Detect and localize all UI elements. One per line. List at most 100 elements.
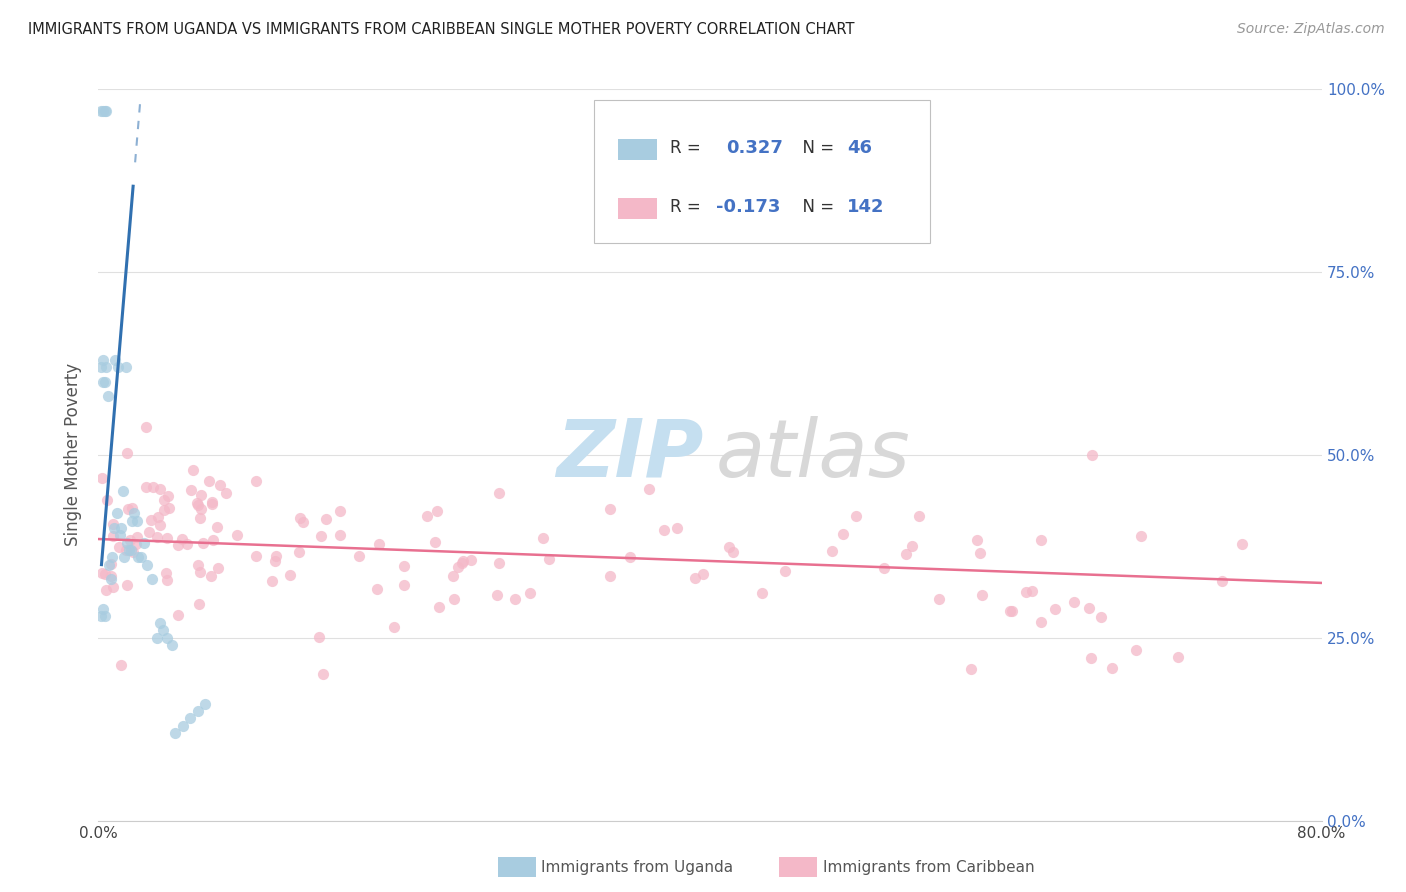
FancyBboxPatch shape — [619, 139, 658, 161]
Point — [108, 528, 131, 542]
Point — [104, 352, 127, 367]
Point — [425, 504, 447, 518]
Point — [717, 540, 740, 554]
Point — [1077, 601, 1099, 615]
Point — [894, 547, 917, 561]
Point — [129, 550, 152, 565]
Point — [447, 560, 470, 574]
Point — [1045, 602, 1067, 616]
Point — [166, 607, 188, 622]
Point — [226, 528, 249, 542]
Point — [163, 726, 186, 740]
Point — [972, 588, 994, 602]
Point — [91, 352, 114, 367]
Point — [90, 608, 112, 623]
Point — [155, 566, 177, 581]
Text: -0.173: -0.173 — [716, 198, 780, 217]
Point — [149, 482, 172, 496]
Point — [170, 532, 193, 546]
Point — [145, 631, 167, 645]
Point — [263, 554, 285, 568]
Point — [394, 578, 416, 592]
Point — [142, 480, 165, 494]
Point — [105, 507, 128, 521]
Point — [245, 549, 267, 563]
Point — [190, 488, 212, 502]
Point — [117, 535, 139, 549]
Point — [120, 543, 142, 558]
Point — [148, 510, 170, 524]
Point — [101, 529, 124, 543]
Point — [652, 523, 675, 537]
Point — [1125, 642, 1147, 657]
Point — [262, 574, 284, 589]
Point — [291, 515, 314, 529]
Point — [110, 658, 132, 673]
Point — [127, 550, 149, 565]
Point — [619, 549, 641, 564]
Point — [288, 511, 311, 525]
Point — [1129, 528, 1152, 542]
Point — [1021, 584, 1043, 599]
Point — [1001, 604, 1024, 618]
Point — [111, 484, 134, 499]
Point — [308, 630, 330, 644]
Point — [312, 666, 335, 681]
Text: N =: N = — [792, 198, 839, 217]
Point — [1101, 661, 1123, 675]
Point — [1029, 615, 1052, 629]
Point — [121, 514, 143, 528]
Point — [115, 578, 138, 592]
Text: 46: 46 — [846, 139, 872, 158]
Point — [125, 530, 148, 544]
Point — [821, 544, 844, 558]
Point — [153, 503, 176, 517]
Text: R =: R = — [669, 139, 711, 158]
Point — [205, 519, 228, 533]
Point — [873, 561, 896, 575]
Point — [97, 389, 120, 403]
Point — [1015, 585, 1038, 599]
Point — [122, 507, 145, 521]
Point — [187, 498, 209, 512]
Point — [94, 104, 117, 119]
Point — [179, 711, 201, 725]
Point — [172, 718, 194, 732]
Point — [245, 475, 267, 489]
Point — [181, 463, 204, 477]
Point — [1063, 595, 1085, 609]
Point — [531, 531, 554, 545]
Point — [959, 662, 981, 676]
Point — [908, 509, 931, 524]
Point — [207, 561, 229, 575]
Point — [91, 566, 114, 581]
Point — [264, 549, 287, 563]
Point — [451, 554, 474, 568]
Point — [134, 535, 156, 549]
Point — [136, 558, 159, 572]
Point — [135, 480, 157, 494]
Text: Source: ZipAtlas.com: Source: ZipAtlas.com — [1237, 22, 1385, 37]
Point — [1167, 650, 1189, 665]
Point — [96, 583, 118, 598]
Point — [101, 580, 124, 594]
Point — [91, 601, 114, 615]
Point — [139, 513, 162, 527]
Point — [202, 533, 225, 547]
Point — [125, 537, 148, 551]
Point — [156, 532, 179, 546]
Point — [121, 501, 143, 516]
Point — [288, 545, 311, 559]
Point — [115, 360, 138, 375]
Point — [93, 375, 115, 389]
Point — [599, 569, 621, 583]
Point — [423, 534, 446, 549]
Point — [845, 508, 868, 523]
Point — [98, 558, 121, 572]
Point — [751, 585, 773, 599]
FancyBboxPatch shape — [619, 198, 658, 219]
Point — [186, 496, 208, 510]
Point — [1080, 650, 1102, 665]
Point — [118, 533, 141, 547]
Point — [94, 566, 117, 581]
